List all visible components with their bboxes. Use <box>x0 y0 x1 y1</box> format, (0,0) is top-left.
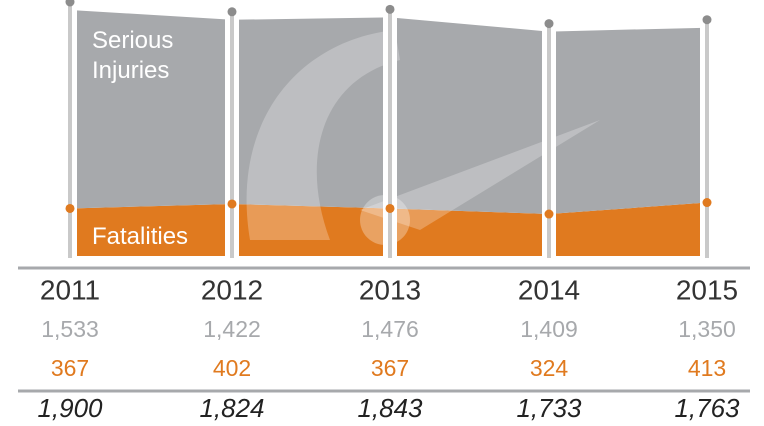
fatality-label: 402 <box>213 355 251 381</box>
series-label: Fatalities <box>92 223 189 250</box>
fatality-label: 324 <box>530 355 569 381</box>
year-label: 2013 <box>359 274 421 305</box>
total-label: 1,843 <box>357 393 423 423</box>
total-dot <box>227 7 237 17</box>
injury-label: 1,422 <box>203 316 261 342</box>
fatality-label: 413 <box>688 355 726 381</box>
fatality-dot <box>702 198 712 208</box>
total-label: 1,763 <box>674 393 740 423</box>
series-label: Serious Injuries <box>92 27 174 84</box>
fatality-dot <box>544 209 554 219</box>
total-label: 1,900 <box>37 393 103 423</box>
injury-label: 1,476 <box>361 316 419 342</box>
total-dot <box>544 19 554 29</box>
fatality-dot <box>385 203 395 213</box>
fatality-label: 367 <box>371 355 409 381</box>
injury-label: 1,409 <box>520 316 578 342</box>
total-label: 1,824 <box>199 393 264 423</box>
total-dot <box>702 15 712 25</box>
fatality-dot <box>65 203 75 213</box>
year-label: 2015 <box>676 274 738 305</box>
year-label: 2012 <box>201 274 263 305</box>
fatality-label: 367 <box>51 355 89 381</box>
decoration <box>246 30 400 240</box>
total-dot <box>385 4 395 14</box>
total-dot <box>65 0 75 7</box>
year-label: 2011 <box>40 274 100 305</box>
fatality-dot <box>227 199 237 209</box>
injury-label: 1,533 <box>41 316 99 342</box>
injury-label: 1,350 <box>678 316 736 342</box>
year-label: 2014 <box>518 274 580 305</box>
total-label: 1,733 <box>516 393 582 423</box>
decoration <box>360 120 600 230</box>
